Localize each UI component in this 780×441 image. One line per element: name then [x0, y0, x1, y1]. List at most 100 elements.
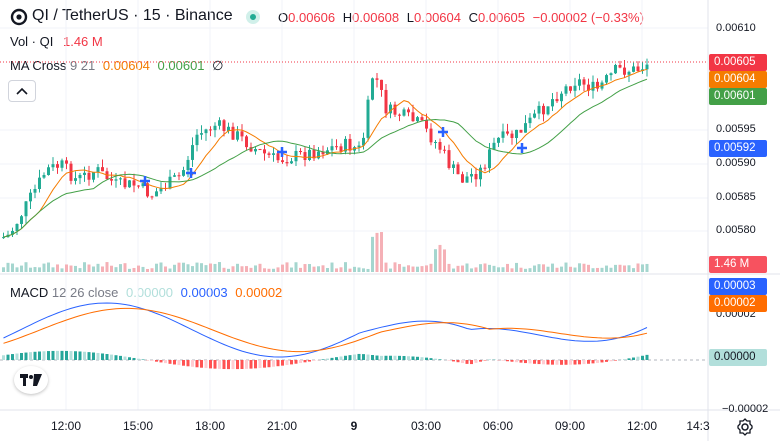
macd-histogram-bar [24, 352, 28, 360]
macd-histogram-bar [299, 360, 302, 364]
macd-histogram-bar [200, 360, 203, 368]
candle-body [357, 145, 361, 148]
candle-body [15, 223, 19, 231]
macd-line-value: 0.00003 [180, 285, 228, 300]
volume-bar [492, 265, 496, 272]
volume-bar [573, 267, 577, 272]
candle-body [290, 161, 293, 164]
tradingview-logo-icon[interactable] [14, 366, 48, 394]
volume-bar [461, 265, 464, 272]
candle-body [245, 136, 248, 148]
chevron-up-icon[interactable] [8, 80, 36, 102]
candle-body [249, 147, 253, 152]
volume-bar [362, 268, 365, 272]
ma-fast-line [3, 68, 648, 238]
volume-legend[interactable]: Vol · QI 1.46 M [10, 34, 103, 49]
macd-histogram-bar [263, 360, 266, 368]
macd-histogram-bar [20, 353, 23, 360]
volume-bar [443, 249, 446, 272]
volume-bar [605, 265, 608, 272]
candle-body [488, 149, 491, 169]
volume-bar [528, 268, 532, 272]
volume-bar [101, 266, 104, 272]
macd-histogram-bar [573, 360, 577, 365]
gear-icon[interactable] [736, 418, 754, 436]
cross-marker [517, 143, 527, 153]
volume-bar [470, 268, 473, 272]
candle-body [348, 138, 352, 151]
volume-bar [227, 268, 230, 272]
macd-histogram-bar [195, 360, 199, 368]
macd-histogram-bar [209, 360, 212, 369]
macd-histogram-bar [87, 352, 91, 360]
macd-histogram-bar [402, 355, 406, 360]
volume-bar [627, 265, 631, 272]
macd-histogram-bar [213, 360, 217, 369]
macd-histogram-bar [119, 355, 122, 360]
cross-marker [140, 176, 150, 186]
candle-body [596, 81, 599, 89]
macd-histogram-bar [479, 360, 482, 362]
volume-bar [29, 267, 32, 272]
volume-bar [600, 267, 604, 272]
macd-histogram-bar [551, 360, 554, 365]
volume-bar [74, 265, 77, 272]
candle-body [384, 89, 388, 114]
macd-histogram-bar [159, 360, 163, 363]
macd-histogram-bar [609, 360, 613, 362]
ma-fast-tag: 0.00604 [709, 71, 767, 88]
macd-histogram-bar [447, 360, 451, 361]
macd-histogram-bar [596, 360, 599, 363]
macd-histogram-bar [191, 360, 194, 367]
volume-bar [371, 236, 374, 272]
candle-body [191, 145, 194, 160]
candle-body [330, 146, 334, 151]
macd-histogram-bar [312, 360, 316, 361]
volume-bar [339, 267, 343, 272]
candle-body [533, 113, 536, 118]
volume-bar [623, 265, 626, 272]
volume-bar [366, 268, 370, 272]
volume-bar [263, 268, 266, 272]
candle-body [501, 131, 505, 138]
macd-histogram-bar [15, 353, 19, 360]
macd-legend[interactable]: MACD 12 26 close 0.00000 0.00003 0.00002 [10, 285, 282, 300]
macd-histogram-bar [519, 360, 523, 363]
macd-histogram-bar [353, 354, 356, 360]
volume-bar [150, 268, 154, 272]
time-axis-label: 14:3 [686, 419, 710, 433]
macd-histogram-bar [222, 360, 226, 370]
symbol-logo-icon[interactable] [10, 8, 28, 26]
volume-bar [519, 267, 523, 272]
ma-slow-tag: 0.00601 [709, 88, 767, 105]
symbol-title[interactable]: QI / TetherUS · 15 · Binance [32, 7, 233, 24]
volume-bar [609, 267, 613, 272]
macd-signal-value: 0.00002 [235, 285, 283, 300]
volume-bar [83, 262, 86, 272]
macd-histogram-bar [582, 360, 586, 365]
volume-bar [20, 265, 23, 272]
candle-body [434, 142, 437, 144]
volume-bar [195, 262, 199, 272]
macd-histogram-bar [204, 360, 208, 369]
macd-histogram-bar [51, 350, 55, 360]
candle-body [578, 79, 581, 86]
macd-histogram-bar [33, 351, 37, 360]
candle-body [555, 99, 559, 102]
candle-body [591, 81, 595, 91]
candle-body [609, 73, 613, 76]
macd-signal-tag: 0.00002 [709, 295, 767, 312]
macd-histogram-bar [429, 358, 433, 360]
macd-histogram-bar [128, 357, 131, 360]
volume-bar [132, 267, 136, 272]
time-axis-label: 18:00 [194, 419, 226, 433]
candle-body [623, 67, 626, 75]
volume-bar [560, 266, 563, 272]
volume-bar [308, 264, 311, 272]
candle-body [438, 142, 442, 150]
high-label: H [342, 10, 353, 25]
candle-body [33, 188, 37, 193]
volume-bar [24, 262, 28, 272]
candle-body [506, 131, 509, 134]
